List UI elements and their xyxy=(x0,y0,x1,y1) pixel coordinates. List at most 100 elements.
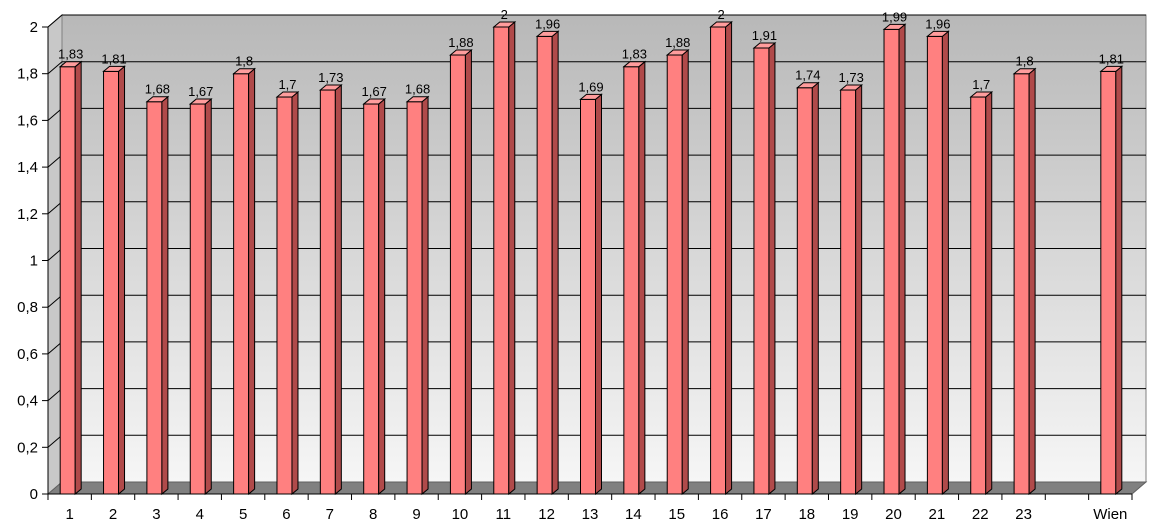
x-tick-label: 16 xyxy=(712,506,729,523)
bar-top xyxy=(275,91,300,98)
data-label: 1,68 xyxy=(145,82,170,97)
bar-top xyxy=(232,68,257,75)
x-tick-label: 23 xyxy=(1015,506,1032,523)
bar-side xyxy=(768,41,776,496)
x-tick-label: 1 xyxy=(66,506,74,523)
bar-top xyxy=(318,84,343,91)
x-tick-label: 9 xyxy=(412,506,420,523)
x-tick-label: 20 xyxy=(885,506,902,523)
data-label: 2 xyxy=(501,7,508,22)
bar-side xyxy=(334,83,342,496)
bar-14 xyxy=(622,60,647,496)
bar-front xyxy=(753,47,770,495)
bar-top xyxy=(102,65,126,72)
bar-16 xyxy=(709,20,733,496)
y-tick-label: 1 xyxy=(30,253,38,270)
data-label: 1,73 xyxy=(318,70,343,85)
bar-front xyxy=(146,101,163,495)
bar-22 xyxy=(969,90,994,496)
bar-side xyxy=(378,97,386,496)
data-label: 1,88 xyxy=(665,35,690,50)
y-tick-label: 0,2 xyxy=(17,439,38,456)
data-label: 1,88 xyxy=(448,35,473,50)
bar-top xyxy=(405,96,430,103)
x-tick-label: 2 xyxy=(109,506,117,523)
bar-front xyxy=(536,35,553,495)
bar-8 xyxy=(362,97,387,496)
x-tick-label: 14 xyxy=(625,506,642,523)
y-tick-label: 1,4 xyxy=(17,159,38,176)
bar-7 xyxy=(318,83,343,496)
bar-9 xyxy=(405,95,430,496)
x-tick-label: 15 xyxy=(668,506,685,523)
data-label: 1,68 xyxy=(405,82,430,97)
bar-10 xyxy=(449,48,473,496)
bar-15 xyxy=(665,48,690,496)
bar-top xyxy=(1099,65,1124,72)
y-tick-label: 1,6 xyxy=(17,112,38,129)
bar-21 xyxy=(925,30,950,496)
bar-front xyxy=(710,26,727,495)
bar-17 xyxy=(752,41,777,496)
bar-20 xyxy=(882,23,907,496)
bar-top xyxy=(145,96,170,103)
x-tick-label: 3 xyxy=(152,506,160,523)
bar-11 xyxy=(492,20,517,496)
bar-front xyxy=(189,103,206,495)
y-tick-label: 0 xyxy=(30,486,38,503)
data-label: 1,91 xyxy=(752,28,777,43)
bar-side xyxy=(551,30,559,496)
bar-side xyxy=(855,83,863,496)
bar-side xyxy=(595,93,602,496)
bar-top xyxy=(882,23,907,30)
bar-front xyxy=(363,103,380,495)
x-tick-label: 13 xyxy=(582,506,599,523)
x-axis-ticks: 1 2 3 4 5 6 7 8 9 10 11 12 13 14 15 16 17 18 19 20 21 22 23 Wie… xyxy=(47,494,1133,523)
bar-top xyxy=(492,21,517,28)
x-tick-label: 12 xyxy=(538,506,555,523)
y-tick-label: 0,8 xyxy=(17,299,38,316)
bar-front xyxy=(1100,70,1117,495)
bar-front xyxy=(493,26,510,495)
bar-side xyxy=(985,90,993,496)
bar-13 xyxy=(579,93,603,496)
bar-6 xyxy=(275,90,300,496)
bar-23 xyxy=(1012,67,1037,496)
bar-Wien xyxy=(1099,65,1124,496)
gridline xyxy=(47,14,1146,28)
data-label: 1,67 xyxy=(362,84,387,99)
bar-3 xyxy=(145,95,170,496)
bar-top xyxy=(839,84,864,91)
bar-side xyxy=(464,48,472,496)
bar-front xyxy=(580,98,596,495)
bar-front xyxy=(796,87,813,495)
bar-2 xyxy=(102,65,126,496)
y-tick-label: 0,4 xyxy=(17,393,38,410)
x-tick-label: 6 xyxy=(282,506,290,523)
data-label: 1,7 xyxy=(278,77,296,92)
bar-19 xyxy=(839,83,864,496)
bar-front xyxy=(883,28,900,495)
bar-top xyxy=(449,49,473,56)
data-label: 1,81 xyxy=(1099,51,1124,66)
data-label: 1,96 xyxy=(535,16,560,31)
x-tick-label: 11 xyxy=(495,506,511,523)
bar-top xyxy=(535,30,560,37)
data-label: 1,73 xyxy=(839,70,864,85)
bar-top xyxy=(925,30,950,37)
bar-front xyxy=(59,66,76,495)
bar-front xyxy=(1013,73,1030,495)
bar-top xyxy=(752,42,777,49)
data-label: 1,74 xyxy=(795,68,820,83)
y-tick-label: 0,6 xyxy=(17,346,38,363)
y-tick-label: 2 xyxy=(30,19,38,36)
bar-top xyxy=(709,21,733,28)
bar-side xyxy=(204,97,212,496)
bar-side xyxy=(74,60,82,496)
bar-side xyxy=(291,90,299,496)
bar-12 xyxy=(535,30,560,496)
x-tick-label: 8 xyxy=(369,506,377,523)
gridline xyxy=(47,61,1146,75)
